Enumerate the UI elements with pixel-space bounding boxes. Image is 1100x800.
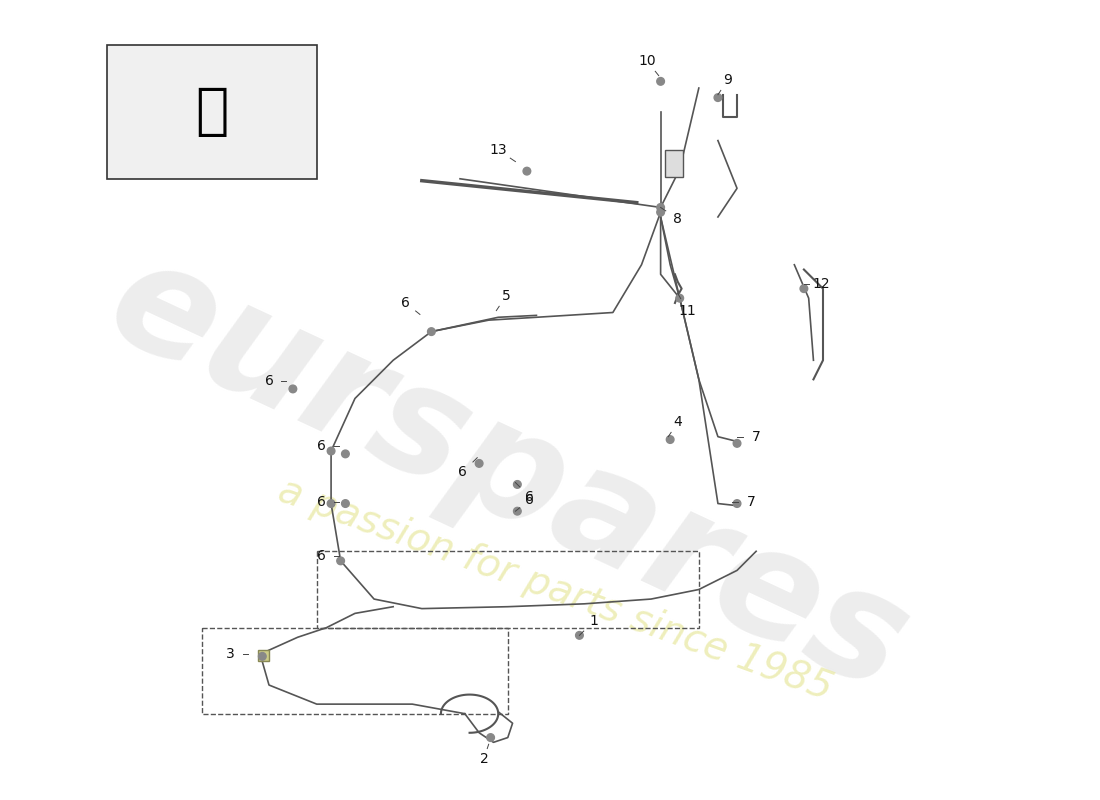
Bar bbox=[107, 45, 317, 178]
Circle shape bbox=[487, 734, 494, 742]
Text: 6: 6 bbox=[459, 465, 468, 479]
Circle shape bbox=[657, 78, 664, 85]
Bar bbox=[666, 150, 683, 177]
Text: 6: 6 bbox=[317, 439, 326, 454]
Text: 4: 4 bbox=[673, 415, 682, 430]
Circle shape bbox=[575, 631, 583, 639]
Circle shape bbox=[714, 94, 722, 102]
Text: 11: 11 bbox=[679, 303, 696, 318]
Circle shape bbox=[342, 500, 349, 507]
Text: 2: 2 bbox=[480, 751, 488, 766]
Bar bbox=[317, 551, 698, 628]
Circle shape bbox=[475, 460, 483, 467]
Text: a passion for parts since 1985: a passion for parts since 1985 bbox=[273, 471, 838, 708]
Circle shape bbox=[289, 385, 297, 393]
Text: 6: 6 bbox=[317, 549, 326, 563]
Text: 8: 8 bbox=[673, 212, 682, 226]
Circle shape bbox=[667, 436, 674, 443]
Circle shape bbox=[524, 167, 530, 175]
Circle shape bbox=[428, 328, 436, 335]
Circle shape bbox=[514, 481, 521, 488]
Text: eurspares: eurspares bbox=[86, 226, 930, 724]
Circle shape bbox=[675, 294, 683, 302]
Text: 10: 10 bbox=[638, 54, 656, 68]
Text: 6: 6 bbox=[317, 494, 326, 509]
Circle shape bbox=[734, 439, 741, 447]
Text: 6: 6 bbox=[526, 490, 535, 504]
Text: 1: 1 bbox=[590, 614, 598, 628]
Circle shape bbox=[328, 447, 334, 455]
Text: 6: 6 bbox=[402, 296, 410, 310]
Circle shape bbox=[337, 557, 344, 565]
Circle shape bbox=[800, 285, 807, 293]
Text: 13: 13 bbox=[490, 143, 507, 157]
Circle shape bbox=[657, 208, 664, 216]
Bar bbox=[202, 628, 508, 714]
Text: 5: 5 bbox=[502, 290, 510, 303]
Circle shape bbox=[657, 204, 664, 211]
Circle shape bbox=[258, 653, 266, 660]
Text: 7: 7 bbox=[747, 494, 756, 509]
Text: 12: 12 bbox=[812, 277, 829, 291]
Circle shape bbox=[514, 507, 521, 515]
Text: 3: 3 bbox=[227, 647, 235, 662]
Text: 6: 6 bbox=[526, 493, 535, 506]
Circle shape bbox=[342, 450, 349, 458]
Text: 🚗: 🚗 bbox=[195, 85, 229, 139]
Circle shape bbox=[734, 500, 741, 507]
Circle shape bbox=[328, 500, 334, 507]
Text: 6: 6 bbox=[265, 374, 274, 388]
Bar bbox=[257, 650, 270, 661]
Text: 9: 9 bbox=[723, 74, 732, 87]
Text: 7: 7 bbox=[751, 430, 760, 444]
